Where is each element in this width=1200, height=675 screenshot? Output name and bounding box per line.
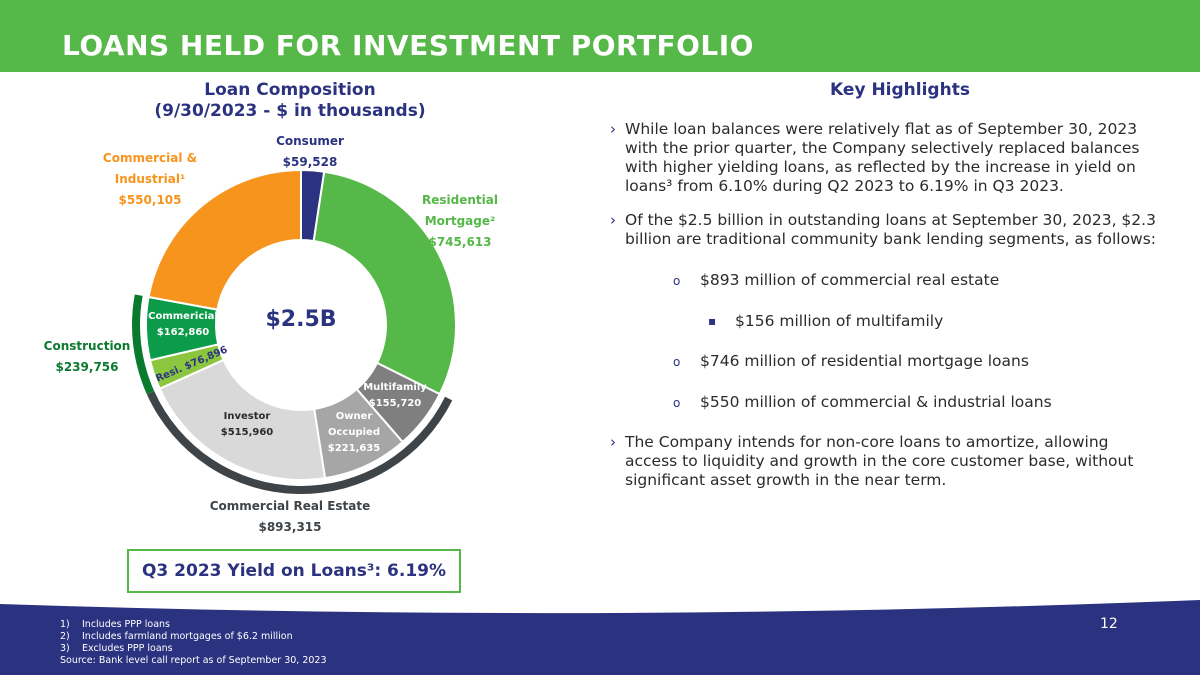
label-multifamily-name: Multifamily bbox=[363, 382, 427, 393]
chevron-icon: › bbox=[610, 211, 616, 229]
footnote-1: 1) Includes PPP loans bbox=[60, 619, 171, 630]
label-construction-name: Construction bbox=[43, 339, 131, 353]
group-arcs bbox=[132, 294, 453, 494]
label-investor-name: Investor bbox=[223, 411, 271, 422]
label-resi-line1: Residential bbox=[422, 193, 498, 207]
highlight-bullet-1: While loan balances were relatively flat… bbox=[625, 120, 1140, 195]
label-resi-value: $745,613 bbox=[428, 235, 492, 249]
loan-composition-donut: $2.5B bbox=[132, 168, 457, 494]
label-multifamily-value: $155,720 bbox=[368, 398, 422, 409]
label-consumer-name: Consumer bbox=[276, 134, 344, 148]
group-arc-construction bbox=[132, 294, 155, 395]
label-commericial-name: Commericial bbox=[148, 311, 218, 322]
center-total-label: $2.5B bbox=[265, 307, 336, 332]
label-consumer-value: $59,528 bbox=[282, 155, 338, 169]
group-arc-commercial-real-estate bbox=[146, 391, 453, 494]
label-commericial-value: $162,860 bbox=[156, 327, 210, 338]
circle-bullet-icon: o bbox=[673, 396, 681, 410]
label-cre-name: Commercial Real Estate bbox=[209, 499, 371, 513]
circle-bullet-icon: o bbox=[673, 355, 681, 369]
donut-slices bbox=[145, 168, 457, 481]
label-ci-line2: Industrial¹ bbox=[114, 172, 186, 186]
highlight-bullet-2: Of the $2.5 billion in outstanding loans… bbox=[625, 211, 1157, 248]
label-consumer: Consumer $59,528 bbox=[255, 131, 365, 173]
label-multifamily: Multifamily $155,720 bbox=[350, 380, 440, 412]
label-investor: Investor $515,960 bbox=[207, 409, 287, 441]
circle-bullet-icon: o bbox=[673, 274, 681, 288]
label-owner-value: $221,635 bbox=[327, 443, 381, 454]
label-owner-line2: Occupied bbox=[327, 427, 380, 438]
footer-band bbox=[0, 600, 1200, 675]
highlight-sub-1a: $156 million of multifamily bbox=[735, 312, 944, 330]
footnote-source: Source: Bank level call report as of Sep… bbox=[60, 655, 327, 666]
page-title: LOANS HELD FOR INVESTMENT PORTFOLIO bbox=[62, 29, 754, 62]
label-ci-value: $550,105 bbox=[118, 193, 182, 207]
label-ci-line1: Commercial & bbox=[102, 151, 198, 165]
header-bar: LOANS HELD FOR INVESTMENT PORTFOLIO bbox=[0, 0, 1200, 72]
highlight-sub-3: $550 million of commercial & industrial … bbox=[700, 393, 1052, 411]
chart-subtitle: (9/30/2023 - $ in thousands) bbox=[154, 101, 426, 121]
label-cre-value: $893,315 bbox=[258, 520, 322, 534]
yield-on-loans-box: Q3 2023 Yield on Loans³: 6.19% bbox=[127, 549, 461, 593]
chevron-icon: › bbox=[610, 120, 616, 138]
chevron-icon: › bbox=[610, 433, 616, 451]
footnote-3: 3) Excludes PPP loans bbox=[60, 643, 173, 654]
key-highlights-title: Key Highlights bbox=[830, 80, 970, 100]
page-number: 12 bbox=[1100, 616, 1118, 632]
label-construction-value: $239,756 bbox=[55, 360, 119, 374]
label-investor-value: $515,960 bbox=[220, 427, 274, 438]
footnote-2: 2) Includes farmland mortgages of $6.2 mi… bbox=[60, 631, 293, 642]
label-owner-line1: Owner bbox=[335, 411, 373, 422]
label-owner-occupied: Owner Occupied $221,635 bbox=[314, 409, 394, 457]
label-commercial-real-estate: Commercial Real Estate $893,315 bbox=[190, 496, 390, 538]
label-commericial: Commericial $162,860 bbox=[148, 309, 218, 341]
label-resi-line2: Mortgage² bbox=[424, 214, 496, 228]
label-commercial-industrial: Commercial & Industrial¹ $550,105 bbox=[95, 148, 205, 211]
chart-title: Loan Composition bbox=[204, 80, 376, 100]
highlight-sub-1: $893 million of commercial real estate bbox=[700, 271, 1000, 289]
footnotes: 1) Includes PPP loans 2) Includes farmland… bbox=[60, 619, 327, 667]
slice-commercial-industrial bbox=[147, 168, 302, 311]
slice-residential-mortgage bbox=[312, 170, 457, 396]
highlight-bullet-3: The Company intends for non-core loans t… bbox=[625, 433, 1134, 489]
highlight-sub-2: $746 million of residential mortgage loa… bbox=[700, 352, 1029, 370]
square-bullet-icon: ▪ bbox=[708, 314, 717, 328]
label-construction: Construction $239,756 bbox=[32, 336, 142, 378]
label-residential-mortgage: Residential Mortgage² $745,613 bbox=[405, 190, 515, 253]
slice-investor bbox=[158, 358, 327, 481]
